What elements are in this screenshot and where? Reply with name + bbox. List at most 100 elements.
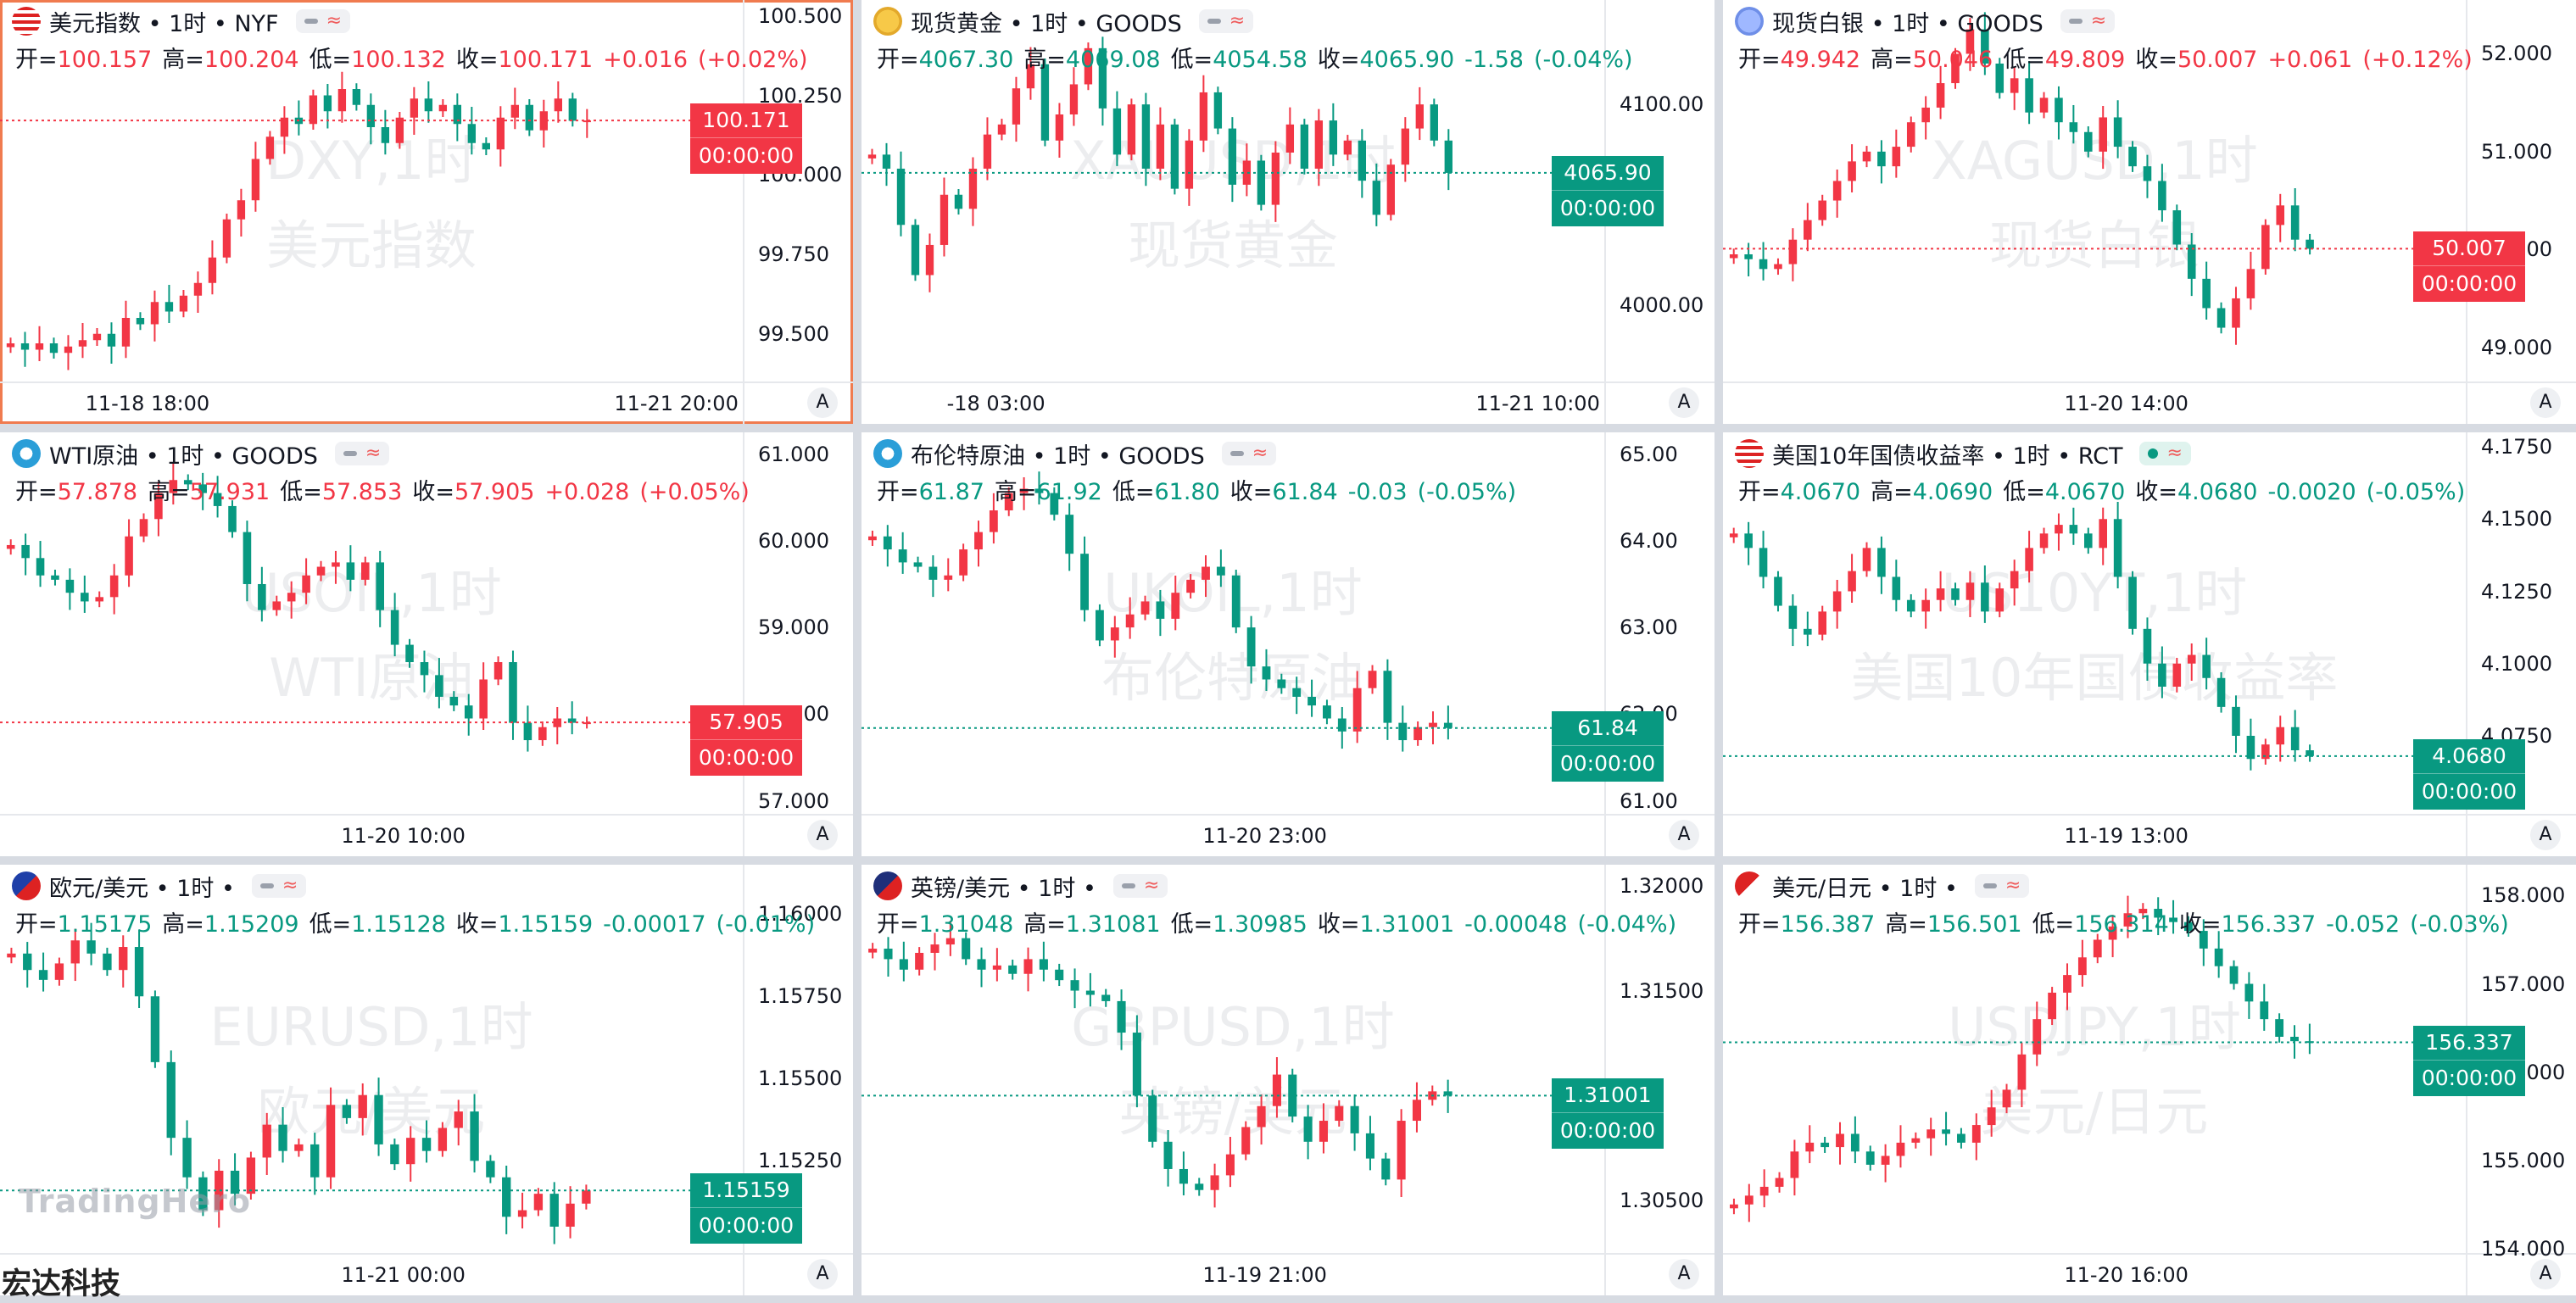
symbol-controls[interactable]: ≈ [1112, 874, 1168, 898]
hide-icon[interactable] [343, 451, 357, 456]
candle [2187, 643, 2196, 681]
candlestick-chart[interactable] [1723, 432, 2466, 814]
time-axis-label: 11-19 13:00 [2064, 824, 2188, 848]
symbol-title[interactable]: WTI原油 • 1时 • GOODS [49, 443, 318, 470]
symbol-title[interactable]: 英镑/美元 • 1时 • [911, 875, 1096, 902]
hide-icon[interactable] [1982, 883, 1997, 888]
symbol-controls[interactable]: ≈ [1221, 442, 1277, 465]
hide-icon[interactable] [2068, 19, 2083, 24]
symbol-controls[interactable]: ≈ [1974, 874, 2030, 898]
chart-panel-usdjpy[interactable]: USDJPY,1时美元/日元158.000157.000156.000155.0… [1723, 865, 2576, 1295]
auto-scale-button[interactable]: A [2530, 1259, 2561, 1289]
hide-icon[interactable] [1207, 19, 1221, 24]
wave-icon[interactable]: ≈ [2090, 10, 2107, 31]
symbol-controls[interactable]: ≈ [2139, 442, 2191, 465]
change-percent: (-0.01%) [716, 911, 816, 938]
symbol-header[interactable]: 欧元/美元 • 1时 • ≈ [12, 871, 307, 902]
price-axis-border [2466, 432, 2467, 856]
candle [2108, 915, 2117, 958]
candlestick-chart[interactable] [0, 0, 743, 381]
candle [1050, 487, 1059, 521]
symbol-header[interactable]: 现货白银 • 1时 • GOODS ≈ [1735, 7, 2116, 37]
corner-watermark: 宏达科技 [2, 1267, 121, 1301]
symbol-header[interactable]: 现货黄金 • 1时 • GOODS ≈ [873, 7, 1254, 37]
last-price-value: 156.337 [2425, 1029, 2513, 1055]
price-axis-border [743, 432, 744, 856]
symbol-header[interactable]: 美元指数 • 1时 • NYF ≈ [12, 7, 351, 37]
symbol-title[interactable]: 美元/日元 • 1时 • [1772, 875, 1958, 902]
candle [882, 142, 891, 187]
symbol-title[interactable]: 美国10年国债收益率 • 1时 • RCT [1772, 443, 2123, 470]
hide-icon[interactable] [1121, 883, 1135, 888]
auto-scale-button[interactable]: A [807, 1259, 838, 1289]
chart-panel-xagusd[interactable]: XAGUSD,1时现货白银52.00051.00050.00049.00011-… [1723, 0, 2576, 424]
symbol-controls[interactable]: ≈ [1198, 9, 1254, 33]
auto-scale-button[interactable]: A [1669, 820, 1699, 850]
price-axis-label: 99.750 [758, 242, 829, 266]
wave-icon[interactable]: ≈ [2004, 875, 2021, 896]
chart-panel-usoil[interactable]: USOIL,1时WTI原油61.00060.00059.00058.00057.… [0, 432, 853, 856]
symbol-header[interactable]: 布伦特原油 • 1时 • GOODS ≈ [873, 439, 1277, 470]
candle [213, 476, 222, 518]
candlestick-chart[interactable] [0, 432, 743, 814]
auto-scale-button[interactable]: A [1669, 1259, 1699, 1289]
candle [567, 701, 577, 735]
candlestick-chart[interactable] [0, 865, 743, 1253]
wave-icon[interactable]: ≈ [282, 875, 298, 896]
symbol-title[interactable]: 现货黄金 • 1时 • GOODS [911, 10, 1182, 37]
symbol-title[interactable]: 布伦特原油 • 1时 • GOODS [911, 443, 1205, 470]
candlestick-chart[interactable] [861, 0, 1604, 381]
symbol-title[interactable]: 美元指数 • 1时 • NYF [49, 10, 279, 37]
candle [1981, 12, 1989, 75]
chart-panel-gbpusd[interactable]: GBPUSD,1时 英镑/美元 1.32000 1.31500 1.30500 11-19… [861, 865, 1715, 1295]
ohlc-label-low: 低= [1112, 479, 1155, 505]
hide-icon[interactable] [1229, 451, 1244, 456]
bar-countdown: 00:00:00 [690, 739, 802, 776]
candle [2083, 527, 2093, 554]
last-price-value: 61.84 [1577, 715, 1638, 740]
symbol-header[interactable]: 美元/日元 • 1时 • ≈ [1735, 871, 2030, 902]
status-dot-icon[interactable] [2148, 448, 2159, 459]
wave-icon[interactable]: ≈ [1229, 10, 1246, 31]
chart-panel-eurusd[interactable]: EURUSD,1时 欧元/美元 1.16000 1.15750 1.15500 1.152… [0, 865, 853, 1295]
wave-icon[interactable]: ≈ [365, 443, 382, 464]
wave-icon[interactable]: ≈ [326, 10, 343, 31]
candlestick-chart[interactable] [861, 865, 1604, 1253]
symbol-title[interactable]: 现货白银 • 1时 • GOODS [1772, 10, 2044, 37]
symbol-header[interactable]: 英镑/美元 • 1时 • ≈ [873, 871, 1168, 902]
candlestick-chart[interactable] [1723, 0, 2466, 381]
symbol-title[interactable]: 欧元/美元 • 1时 • [49, 875, 235, 902]
symbol-controls[interactable]: ≈ [334, 442, 390, 465]
chart-panel-ukoil[interactable]: UKOIL,1时布伦特原油65.0064.0063.0062.0061.0011… [861, 432, 1715, 856]
auto-scale-button[interactable]: A [2530, 387, 2561, 418]
chart-panel-dxy[interactable]: DXY,1时 美元指数 100.500 100.250 100.000 99.750 99.… [0, 0, 853, 424]
wave-icon[interactable]: ≈ [1143, 875, 1160, 896]
candle [1026, 47, 1035, 100]
candle [911, 219, 920, 281]
wave-icon[interactable]: ≈ [1252, 443, 1268, 464]
candle [376, 550, 385, 627]
candle [1921, 588, 1930, 629]
symbol-controls[interactable]: ≈ [251, 874, 307, 898]
price-axis-label: 49.000 [2481, 335, 2552, 359]
auto-scale-button[interactable]: A [2530, 820, 2561, 850]
candle [1323, 699, 1331, 725]
hide-icon[interactable] [304, 19, 318, 24]
symbol-header[interactable]: 美国10年国债收益率 • 1时 • RCT ≈ [1735, 439, 2191, 470]
candlestick-chart[interactable] [1723, 865, 2466, 1253]
auto-scale-button[interactable]: A [807, 387, 838, 418]
chart-panel-us10y[interactable]: US10YT,1时 美国10年国债收益率 4.1750 4.1500 4.1250 4.1… [1723, 432, 2576, 856]
symbol-controls[interactable]: ≈ [295, 9, 351, 33]
hide-icon[interactable] [259, 883, 274, 888]
wave-icon[interactable]: ≈ [2166, 443, 2183, 464]
price-axis-label: 157.000 [2481, 972, 2566, 996]
symbol-header[interactable]: WTI原油 • 1时 • GOODS ≈ [12, 439, 390, 470]
candlestick-chart[interactable] [861, 432, 1604, 814]
candle [1965, 18, 1975, 71]
symbol-controls[interactable]: ≈ [2060, 9, 2116, 33]
candle [1790, 1139, 1799, 1196]
auto-scale-button[interactable]: A [1669, 387, 1699, 418]
auto-scale-button[interactable]: A [807, 820, 838, 850]
candle [164, 285, 174, 323]
